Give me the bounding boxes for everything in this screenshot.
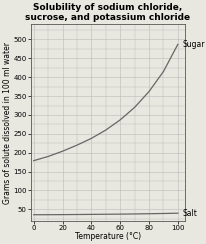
Title: Solubility of sodium chloride,
sucrose, and potassium chloride: Solubility of sodium chloride, sucrose, …	[25, 3, 190, 22]
Y-axis label: Grams of solute dissolved in 100 ml water: Grams of solute dissolved in 100 ml wate…	[3, 41, 12, 203]
Text: Sugar: Sugar	[181, 40, 204, 49]
Text: Salt: Salt	[181, 209, 196, 218]
X-axis label: Temperature (°C): Temperature (°C)	[75, 232, 140, 241]
